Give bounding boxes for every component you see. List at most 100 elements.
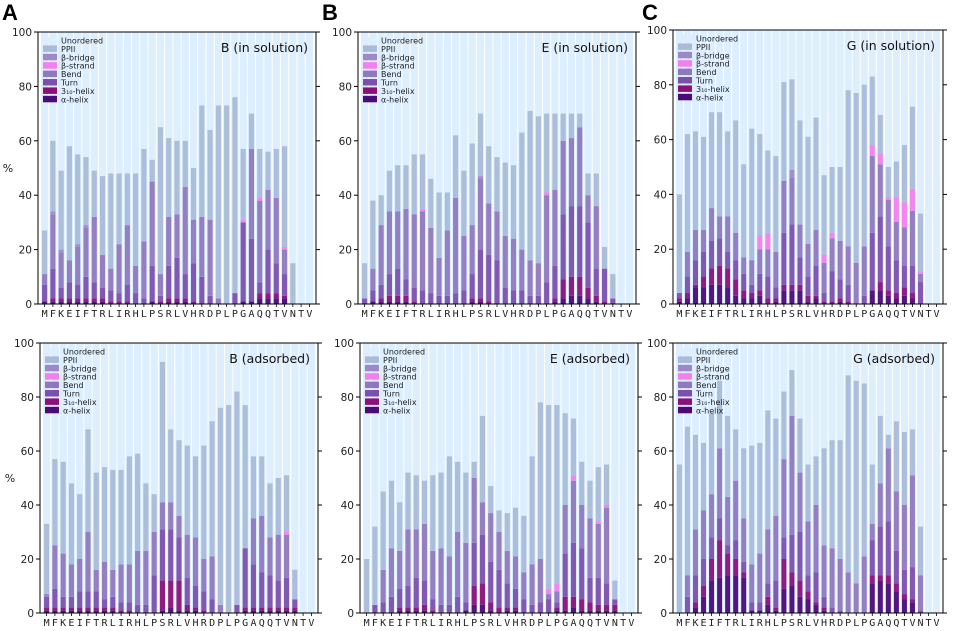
bar-segment-bend bbox=[693, 529, 698, 576]
bar-segment--helix bbox=[250, 610, 257, 613]
x-tick-label: E bbox=[66, 309, 72, 320]
bar-segment-ppii bbox=[560, 113, 566, 141]
bar-segment-ppii bbox=[813, 456, 819, 505]
bar-segment--helix bbox=[741, 298, 747, 304]
bar-segment-turn bbox=[93, 591, 99, 608]
bar-segment-ppii bbox=[773, 156, 779, 252]
bar-segment-ppii bbox=[494, 157, 500, 212]
bar-segment-turn bbox=[83, 276, 89, 299]
bar-segment--strand bbox=[885, 197, 891, 200]
bar-segment-turn bbox=[610, 298, 616, 304]
bar-segment--helix bbox=[781, 588, 787, 613]
x-tick-label: K bbox=[692, 618, 698, 629]
bar-segment-turn bbox=[174, 257, 180, 299]
bar-segment-bend bbox=[741, 518, 747, 562]
bar-segment-bend bbox=[217, 604, 223, 613]
bar-segment--helix bbox=[370, 301, 376, 304]
bar-segment-3-helix bbox=[552, 298, 558, 302]
bar-segment-ppii bbox=[168, 429, 174, 503]
bar-segment--helix bbox=[397, 610, 403, 613]
bar-segment--helix bbox=[709, 284, 715, 304]
x-tick-label: L bbox=[108, 309, 114, 320]
bar-segment--helix bbox=[773, 610, 779, 613]
bar-segment-ppii bbox=[587, 480, 593, 519]
bar-segment-turn bbox=[135, 604, 141, 613]
bar-segment-bend bbox=[797, 472, 803, 532]
x-tick-label: D bbox=[527, 309, 533, 320]
bar-segment-turn bbox=[676, 293, 682, 299]
bar-segment-turn bbox=[805, 575, 811, 592]
x-tick-label: P bbox=[151, 618, 157, 629]
legend-label: Bend bbox=[696, 68, 717, 77]
panel-letter-c: C bbox=[642, 0, 658, 25]
bar-unordered bbox=[933, 343, 941, 613]
x-tick-label: A bbox=[568, 309, 574, 320]
x-tick-label: T bbox=[273, 309, 279, 320]
bar-segment-3-helix bbox=[773, 298, 779, 302]
bar-segment-bend bbox=[877, 483, 883, 527]
bar-segment-turn bbox=[570, 542, 577, 597]
bar-unordered bbox=[98, 32, 107, 304]
bar-segment-bend bbox=[477, 178, 484, 250]
bar-segment-ppii bbox=[201, 445, 207, 559]
bar-segment-bend bbox=[805, 243, 811, 277]
x-tick-label: V bbox=[813, 618, 819, 629]
bar-segment--helix bbox=[570, 607, 577, 613]
legend-swatch bbox=[678, 373, 692, 380]
legend-label: Turn bbox=[380, 79, 398, 88]
bar-unordered bbox=[586, 343, 594, 613]
x-tick-label: V bbox=[626, 309, 632, 320]
bar-segment-bend bbox=[546, 594, 552, 600]
bar-segment-bend bbox=[593, 206, 599, 269]
bar-segment-ppii bbox=[885, 434, 891, 449]
bar-segment-turn bbox=[455, 596, 461, 613]
bar-segment-bend bbox=[395, 211, 401, 269]
bar-segment-turn bbox=[893, 550, 899, 584]
x-tick-label: R bbox=[521, 618, 528, 629]
bar-segment--helix bbox=[741, 577, 747, 613]
legend-label: β-strand bbox=[696, 373, 730, 382]
bar-segment-3-helix bbox=[292, 607, 298, 611]
bar-segment-3-helix bbox=[182, 298, 188, 302]
bar-unordered bbox=[107, 32, 115, 304]
bar-segment-bend bbox=[386, 211, 393, 275]
legend-label: β-bridge bbox=[381, 53, 415, 62]
bar-segment-ppii bbox=[486, 146, 492, 204]
bar-segment-turn bbox=[845, 284, 851, 302]
x-tick-label: G bbox=[240, 309, 246, 320]
bar-segment-bend bbox=[797, 224, 803, 258]
bar-segment-ppii bbox=[579, 461, 585, 505]
legend-swatch bbox=[43, 37, 57, 44]
bar-segment-turn bbox=[403, 279, 409, 296]
bar-unordered bbox=[90, 32, 98, 304]
bar-unordered bbox=[420, 343, 429, 613]
y-tick-label: 100 bbox=[647, 338, 667, 350]
bar-segment-3-helix bbox=[781, 559, 787, 589]
bar-segment-bend bbox=[512, 556, 519, 589]
bar-segment-turn bbox=[757, 273, 763, 291]
bar-segment-bend bbox=[494, 211, 500, 261]
bar-segment-3-helix bbox=[741, 290, 747, 299]
bar-unordered bbox=[299, 343, 307, 613]
bar-segment-ppii bbox=[909, 106, 915, 189]
bar-segment--helix bbox=[257, 298, 263, 304]
bar-segment-turn bbox=[159, 529, 166, 581]
bar-segment--helix bbox=[166, 301, 172, 304]
bar-segment--strand bbox=[765, 232, 771, 250]
bar-segment-bend bbox=[821, 262, 827, 294]
bar-segment-turn bbox=[248, 238, 255, 302]
bar-segment-turn bbox=[176, 537, 182, 581]
bar-segment-ppii bbox=[430, 475, 436, 551]
bar-segment-3-helix bbox=[595, 604, 601, 611]
bar-segment-bend bbox=[168, 502, 174, 530]
bar-segment--helix bbox=[789, 586, 795, 613]
y-tick-label: 60 bbox=[341, 446, 354, 458]
legend-label: Turn bbox=[62, 390, 80, 399]
x-tick-label: Q bbox=[885, 309, 891, 320]
bar-segment-turn bbox=[77, 591, 83, 608]
bar-segment--strand bbox=[257, 197, 263, 201]
bar-segment--helix bbox=[93, 610, 99, 613]
x-tick-label: M bbox=[44, 618, 50, 629]
